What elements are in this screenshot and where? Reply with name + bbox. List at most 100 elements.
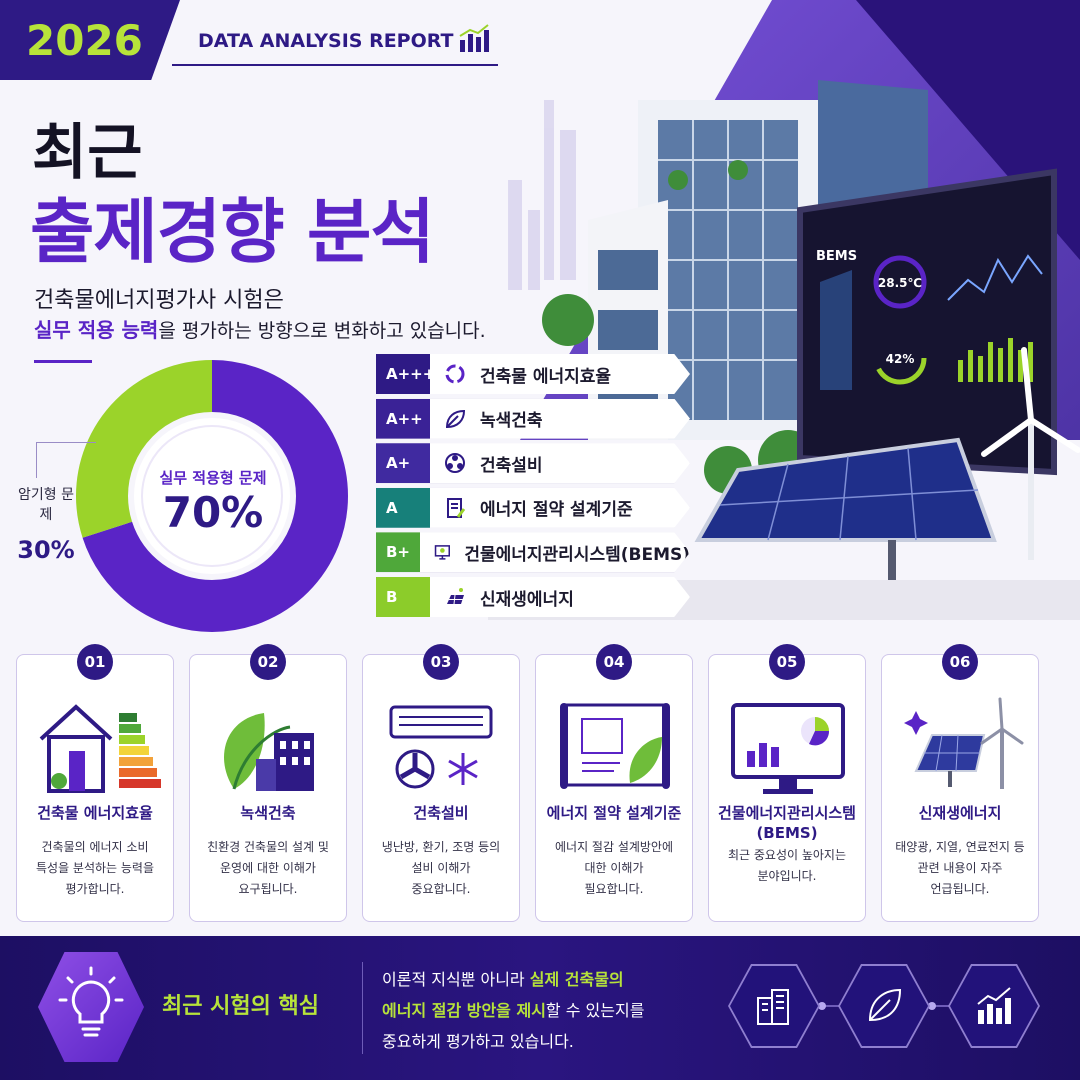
report-underline — [172, 64, 498, 66]
card-number-badge: 03 — [423, 644, 459, 680]
card-number-badge: 06 — [942, 644, 978, 680]
rating-label: 건물에너지관리시스템(BEMS) — [464, 544, 690, 565]
card-description-line: 관련 내용이 자주 — [917, 861, 1003, 875]
rating-label: 건축설비 — [480, 455, 543, 476]
footer-dot — [928, 1002, 936, 1010]
rating-item: B 신재생에너지 — [376, 577, 690, 617]
rating-item: A 에너지 절약 설계기준 — [376, 487, 690, 528]
memorize-arc — [76, 360, 348, 632]
footer-connector — [928, 1005, 956, 1007]
card-description-line: 에너지 절감 설계방안에 — [554, 840, 674, 854]
footer-text-pre: 이론적 지식뿐 아니라 — [382, 970, 530, 989]
card-number-badge: 04 — [596, 644, 632, 680]
card-title: 건물에너지관리시스템 (BEMS) — [717, 804, 856, 842]
year-text: 2026 — [26, 15, 143, 65]
leaf-icon — [445, 409, 466, 428]
card-description-line: 건축물의 에너지 소비 — [41, 840, 149, 854]
bems-title: BEMS — [816, 249, 857, 264]
card-description-line: 냉난방, 환기, 조명 등의 — [381, 840, 501, 854]
rating-grade: A+ — [376, 443, 430, 484]
rating-item: A++ 녹색건축 — [376, 398, 690, 439]
card-description-line: 운영에 대한 이해가 — [220, 861, 316, 875]
rating-label: 신재생에너지 — [480, 589, 574, 610]
card-description-line: 필요합니다. — [584, 882, 644, 896]
rating-label: 건축물 에너지효율 — [480, 366, 612, 387]
footer-connector — [818, 1005, 846, 1007]
title-divider — [34, 360, 92, 363]
subtitle-line1: 건축물에너지평가사 시험은 — [34, 288, 284, 313]
lightbulb-icon — [58, 966, 124, 1037]
card-number-badge: 01 — [77, 644, 113, 680]
energy-house-icon — [39, 704, 161, 793]
card-description-line: 최근 중요성이 높아지는 — [727, 848, 847, 862]
card-number-badge: 05 — [769, 644, 805, 680]
card-number-badge: 02 — [250, 644, 286, 680]
footer-text-mid: 할 수 있는지를 — [545, 1001, 645, 1020]
growth-chart-icon — [977, 987, 1011, 1024]
memorize-value: 30% — [17, 536, 75, 564]
card-description-line: 분야입니다. — [757, 869, 817, 883]
card-title: 에너지 절약 설계기준 — [546, 804, 682, 822]
card-description-line: 대한 이해가 — [584, 861, 644, 875]
card-title-suffix: (BEMS) — [756, 824, 818, 842]
card-description-line: 태양광, 지열, 연료전지 등 — [895, 840, 1025, 854]
rating-grade: A+++ — [376, 354, 435, 394]
rating-item: A+ 건축설비 — [376, 443, 690, 484]
footer-text-hl1: 실제 건축물의 — [529, 970, 624, 989]
page-title-line1: 최근 — [32, 118, 143, 188]
card-title: 신재생에너지 — [918, 804, 1002, 822]
bar-chart-icon — [459, 24, 489, 52]
card-description-line: 평가합니다. — [65, 882, 125, 896]
document-icon — [447, 497, 466, 518]
card-description-line: 특성을 분석하는 능력을 — [35, 861, 155, 875]
subtitle-rest: 을 평가하는 방향으로 변화하고 있습니다. — [158, 320, 486, 342]
building-icon — [757, 989, 789, 1025]
leaf-icon — [868, 988, 902, 1022]
footer-text-hl2: 에너지 절감 방안을 제시 — [382, 1001, 546, 1020]
report-label: DATA ANALYSIS REPORT — [198, 30, 454, 52]
fan-icon — [445, 453, 465, 474]
card-description: 냉난방, 환기, 조명 등의 설비 이해가 중요합니다. — [369, 837, 513, 900]
rating-grade: A++ — [376, 398, 430, 439]
card-description-line: 언급됩니다. — [930, 882, 990, 896]
year-badge: 2026 — [0, 0, 180, 80]
page-title-line2: 출제경향 분석 — [30, 191, 435, 273]
card-title: 건축물 에너지효율 — [37, 804, 153, 822]
blueprint-icon — [560, 703, 670, 789]
monitor-chart-icon — [731, 703, 845, 794]
practical-value: 70% — [162, 488, 264, 537]
svg-text:28.5℃: 28.5℃ — [878, 276, 922, 290]
label-leader-line — [36, 442, 96, 478]
rating-label: 에너지 절약 설계기준 — [480, 500, 633, 521]
footer-divider — [362, 962, 363, 1054]
footer-text: 이론적 지식뿐 아니라 실제 건축물의 에너지 절감 방안을 제시할 수 있는지… — [382, 964, 712, 1057]
subtitle-line2: 실무 적용 능력을 평가하는 방향으로 변화하고 있습니다. — [34, 314, 486, 343]
rating-item: A+++ 건축물 에너지효율 — [376, 354, 690, 394]
rating-grade: A — [376, 487, 430, 528]
card-description-line: 친환경 건축물의 설계 및 — [207, 840, 329, 854]
practical-label: 실무 적용형 문제 — [159, 469, 267, 487]
donut-chart — [76, 360, 348, 632]
rating-grade: B+ — [376, 532, 420, 573]
svg-text:42%: 42% — [886, 352, 915, 366]
card-title: 건축설비 — [413, 804, 469, 822]
card-title: 녹색건축 — [240, 804, 296, 822]
rating-grade: B — [376, 577, 430, 617]
hvac-icon — [389, 705, 493, 789]
recycle-icon — [445, 364, 465, 384]
monitor-icon — [434, 545, 450, 561]
rating-item: B+ 건물에너지관리시스템(BEMS) — [376, 532, 690, 573]
solar-wind-icon — [904, 697, 1024, 789]
card-description: 친환경 건축물의 설계 및 운영에 대한 이해가 요구됩니다. — [196, 837, 340, 900]
footer-title: 최근 시험의 핵심 — [162, 994, 319, 1019]
rating-label: 녹색건축 — [480, 411, 543, 432]
memorize-label: 암기형 문제 — [18, 487, 74, 523]
solar-icon — [447, 588, 464, 605]
